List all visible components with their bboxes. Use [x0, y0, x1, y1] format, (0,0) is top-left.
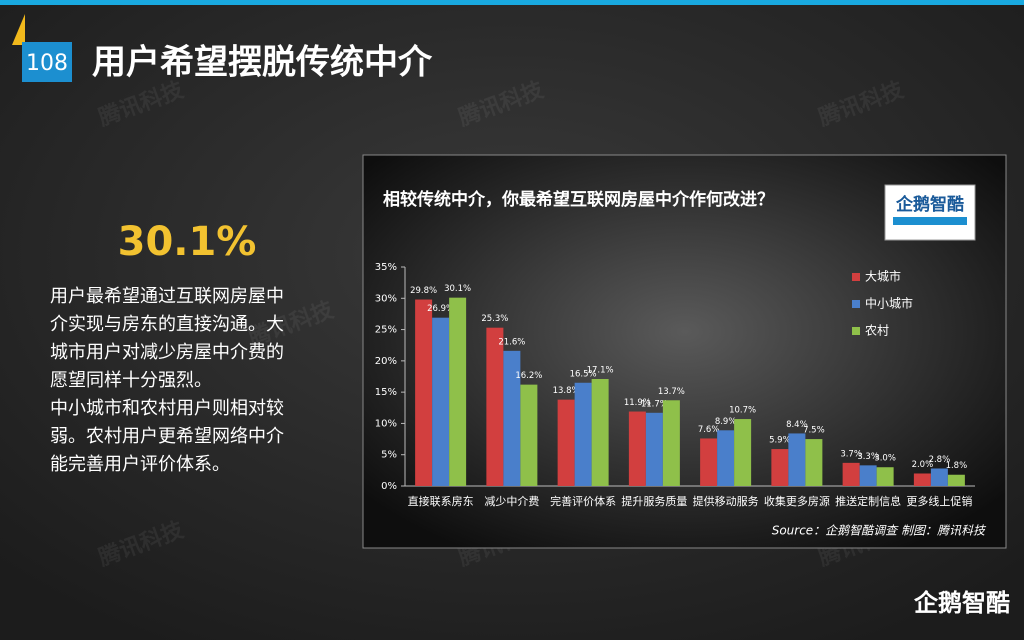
bar	[574, 382, 592, 486]
legend-label: 农村	[865, 324, 889, 338]
legend-label: 大城市	[865, 269, 901, 284]
top-bar	[0, 0, 1024, 5]
paragraph-line: 介实现与房东的直接沟通。大	[50, 314, 284, 335]
value-label: 1.8%	[946, 461, 968, 471]
value-label: 13.8%	[553, 386, 580, 396]
bar	[591, 379, 609, 486]
bar	[432, 317, 450, 486]
bar	[788, 433, 806, 486]
y-tick-label: 35%	[375, 262, 397, 273]
accent	[12, 14, 25, 45]
x-tick-label: 收集更多房源	[764, 494, 830, 508]
bar	[876, 467, 894, 486]
bar	[449, 297, 467, 486]
slide-title: 用户希望摆脱传统中介	[92, 43, 433, 83]
badge-box	[884, 184, 976, 241]
value-label: 13.7%	[658, 387, 685, 397]
value-label: 16.2%	[515, 371, 542, 381]
legend-swatch	[852, 300, 860, 308]
paragraph-line: 愿望同样十分强烈。	[50, 370, 212, 391]
x-tick-label: 更多线上促销	[906, 494, 972, 508]
bar	[415, 299, 433, 486]
paragraph-line: 用户最希望通过互联网房屋中	[50, 286, 284, 307]
paragraph-line: 城市用户对减少房屋中介费的	[50, 342, 284, 363]
y-tick-label: 0%	[381, 481, 397, 492]
legend-swatch	[852, 327, 860, 335]
x-tick-label: 提供移动服务	[693, 494, 759, 508]
bar	[859, 465, 877, 486]
bar	[662, 400, 680, 486]
x-tick-label: 推送定制信息	[835, 494, 901, 508]
x-tick-label: 完善评价体系	[550, 494, 616, 508]
legend-swatch	[852, 273, 860, 281]
y-tick-label: 5%	[381, 450, 397, 461]
bar	[503, 350, 521, 486]
bar	[717, 430, 735, 486]
x-tick-label: 提升服务质量	[621, 495, 687, 508]
badge-strip	[893, 217, 967, 225]
bar	[913, 473, 931, 486]
value-label: 11.9%	[624, 398, 651, 408]
x-tick-label: 减少中介费	[484, 495, 539, 508]
y-tick-label: 30%	[375, 293, 397, 304]
value-label: 29.8%	[410, 286, 437, 296]
value-label: 2.0%	[912, 460, 934, 470]
page-number: 108	[26, 51, 68, 76]
value-label: 8.4%	[786, 420, 808, 430]
value-label: 10.7%	[729, 406, 756, 416]
badge: 企鹅智酷	[895, 194, 964, 215]
value-label: 17.1%	[587, 366, 614, 376]
value-label: 5.9%	[769, 436, 791, 446]
y-tick-label: 25%	[375, 325, 397, 336]
source: Source：企鹅智酷调查 制图：腾讯科技	[772, 524, 987, 538]
value-label: 21.6%	[498, 337, 525, 347]
value-label: 3.3%	[857, 452, 879, 462]
y-tick-label: 10%	[375, 418, 397, 429]
value-label: 3.0%	[874, 454, 896, 464]
bar	[771, 449, 789, 486]
value-label: 16.5%	[570, 369, 597, 379]
paragraph-line: 能完善用户评价体系。	[50, 454, 230, 475]
logo: 企鹅智酷	[914, 589, 1010, 617]
value-label: 30.1%	[444, 284, 471, 294]
bar	[486, 327, 504, 486]
paragraph-line: 中小城市和农村用户则相对较	[50, 398, 284, 419]
bar	[628, 411, 646, 486]
bar	[557, 399, 575, 486]
value-label: 3.7%	[840, 449, 862, 459]
bar	[700, 438, 718, 486]
bar	[734, 419, 752, 486]
legend-label: 中小城市	[865, 296, 913, 311]
paragraph-line: 弱。农村用户更希望网络中介	[50, 426, 284, 447]
y-tick-label: 20%	[375, 356, 397, 367]
value-label: 25.3%	[481, 314, 508, 324]
bar	[805, 439, 823, 486]
value-label: 8.9%	[715, 417, 737, 427]
highlight: 30.1%	[118, 219, 257, 265]
y-tick-label: 15%	[375, 387, 397, 398]
value-label: 2.8%	[929, 455, 951, 465]
value-label: 7.6%	[698, 425, 720, 435]
bar	[645, 412, 663, 486]
bar	[930, 468, 948, 486]
bar	[947, 474, 965, 486]
x-tick-label: 直接联系房东	[408, 494, 474, 508]
bar	[520, 384, 538, 486]
value-label: 11.7%	[641, 399, 668, 409]
value-label: 7.5%	[803, 426, 825, 436]
chart-title: 相较传统中介，你最希望互联网房屋中介作何改进？	[383, 189, 774, 210]
value-label: 26.9%	[427, 304, 454, 314]
bar	[842, 462, 860, 486]
page-number-box	[22, 42, 72, 82]
